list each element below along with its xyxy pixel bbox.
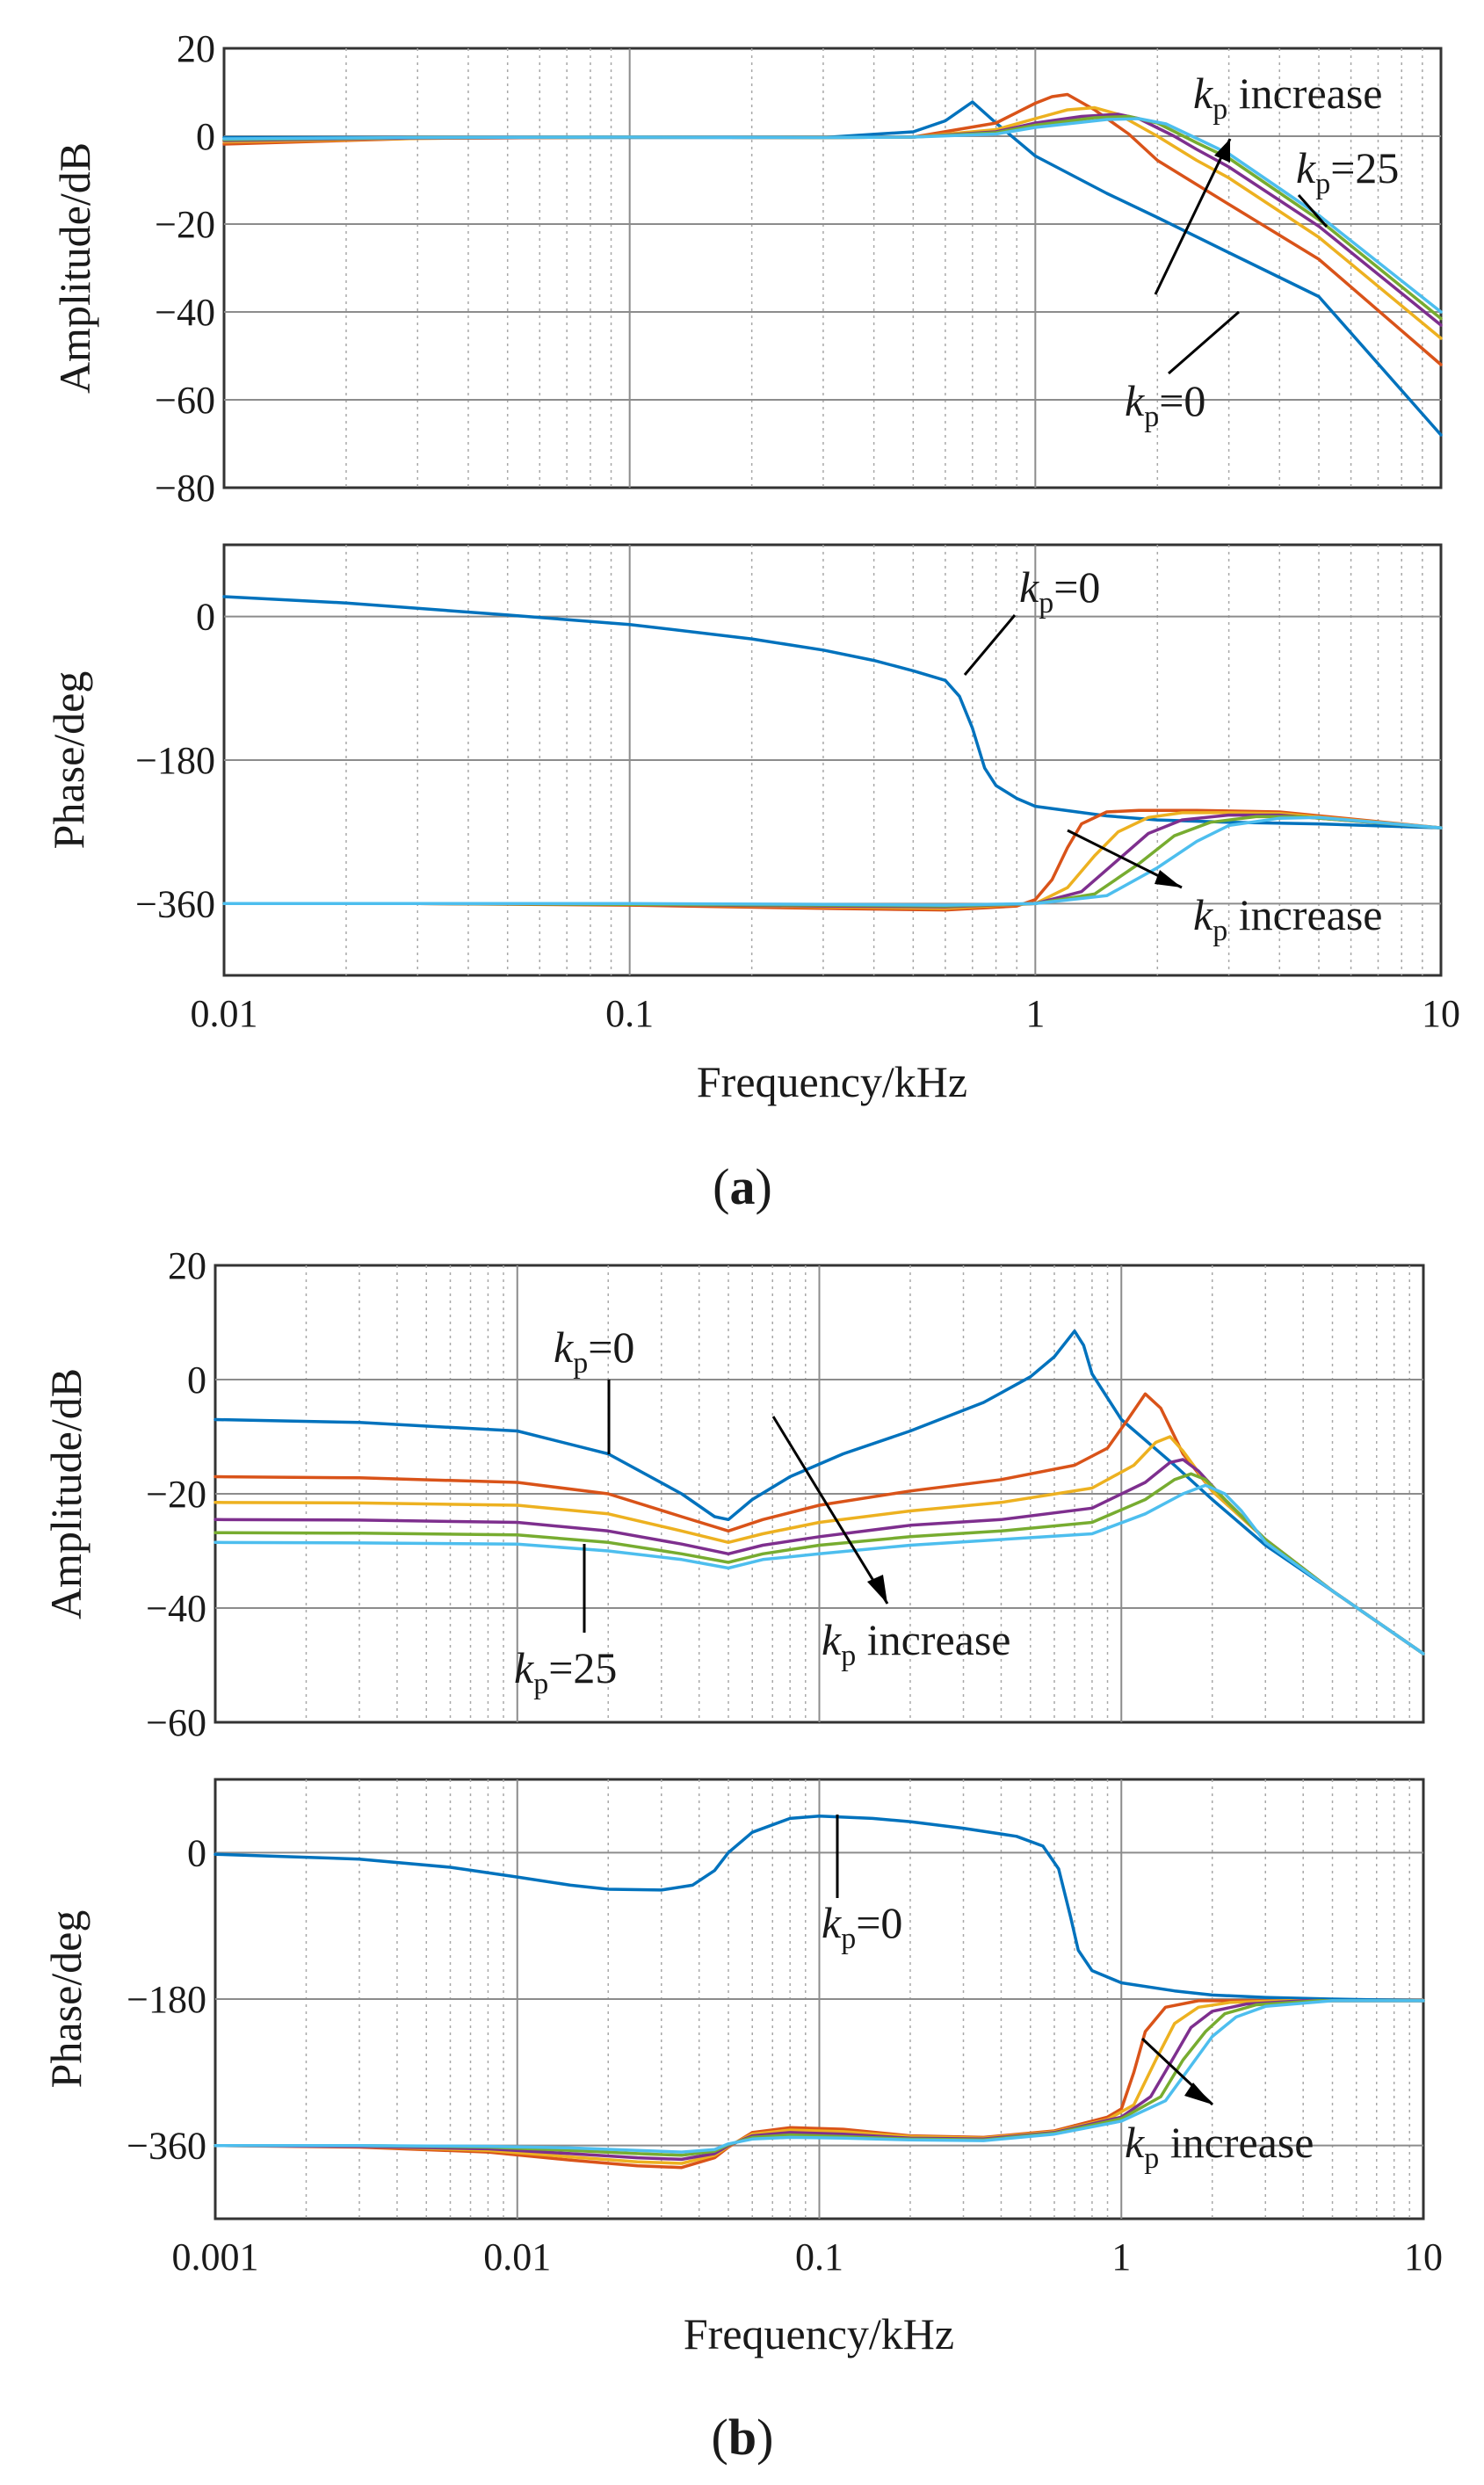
leader-line <box>1297 194 1328 228</box>
annotations-a-amp: kp increase kp=25 kp=0 <box>1125 69 1399 433</box>
leader-line <box>963 614 1017 676</box>
arrow-head <box>1184 2083 1213 2105</box>
caption-b: (b) <box>712 2409 774 2466</box>
series-line-kp-10 <box>214 1999 1425 2165</box>
x-tick-label: 1 <box>1025 992 1045 1035</box>
y-tick-label: −20 <box>155 203 215 246</box>
series-lines <box>214 1329 1425 1655</box>
series-line-kp-5 <box>214 1999 1425 2170</box>
panel-a-amplitude-plot: −80 −60 −40 −20 0 20 Amplitude/dB <box>50 27 1443 510</box>
y-axis-label: Phase/deg <box>44 671 93 850</box>
series-line-kp-25 <box>214 1999 1425 2154</box>
y-tick-label: −40 <box>146 1587 206 1630</box>
arrow-head <box>867 1575 887 1604</box>
panel-a-phase-plot: −360 −180 0 0.01 0.1 1 10 Phase/deg Frequency/… <box>44 543 1460 1106</box>
series-line-kp-20 <box>214 1472 1425 1655</box>
y-tick-label: −60 <box>146 1701 206 1744</box>
caption-a-letter: a <box>730 1158 756 1215</box>
y-tick-label: 20 <box>177 27 215 70</box>
annot-kp-0: kp=0 <box>1125 376 1205 433</box>
caption-a-close: ) <box>756 1158 772 1215</box>
y-tick-label: 0 <box>196 115 215 158</box>
grid <box>215 1779 1423 2219</box>
arrow-line <box>1154 138 1232 295</box>
y-tick-label: 0 <box>187 1358 206 1402</box>
annot-kp-increase: kp increase <box>1125 2118 1314 2175</box>
annot-kp-increase: kp increase <box>1193 69 1382 126</box>
series-lines <box>214 1814 1425 2170</box>
x-axis-label: Frequency/kHz <box>684 2309 954 2358</box>
annot-kp-increase: kp increase <box>822 1615 1010 1672</box>
series-lines <box>222 595 1443 912</box>
y-tick-label: −360 <box>127 2125 206 2168</box>
y-tick-label: 20 <box>168 1244 206 1287</box>
caption-b-letter: b <box>728 2409 756 2466</box>
y-axis-label: Amplitude/dB <box>50 142 99 394</box>
series-line-kp-10 <box>214 1435 1425 1655</box>
tick-labels: −360 −180 0 0.001 0.01 0.1 1 10 <box>127 1831 1443 2279</box>
y-axis-label: Amplitude/dB <box>41 1368 90 1619</box>
grid <box>215 1265 1423 1722</box>
arrow-line <box>771 1416 889 1605</box>
y-tick-label: −20 <box>146 1473 206 1516</box>
series-line-kp-25 <box>214 1483 1425 1655</box>
panel-b-phase-plot: −360 −180 0 0.001 0.01 0.1 1 10 Phase/deg Frequ… <box>41 1778 1443 2358</box>
plot-frame <box>222 47 1443 489</box>
y-tick-label: 0 <box>196 596 215 639</box>
series-line-kp-25 <box>222 815 1443 907</box>
y-tick-label: −80 <box>155 467 215 510</box>
series-line-kp-0 <box>214 1814 1425 2003</box>
annot-kp-25: kp=25 <box>514 1643 617 1700</box>
y-axis-label: Phase/deg <box>41 1910 90 2089</box>
y-tick-label: −40 <box>155 291 215 334</box>
x-tick-label: 0.1 <box>795 2235 843 2279</box>
caption-a: (a) <box>713 1158 772 1215</box>
annotations-b-amp: kp=0 kp=25 kp increase <box>514 1322 1010 1700</box>
x-tick-label: 10 <box>1422 992 1460 1035</box>
y-tick-label: 0 <box>187 1831 206 1874</box>
annot-kp-0: kp=0 <box>1019 562 1100 619</box>
tick-labels: −360 −180 0 0.01 0.1 1 10 <box>135 596 1460 1035</box>
annot-kp-0: kp=0 <box>822 1898 902 1955</box>
annot-kp-increase: kp increase <box>1193 890 1382 947</box>
grid <box>224 48 1441 488</box>
y-tick-label: −180 <box>127 1978 206 2021</box>
series-line-kp-15 <box>214 1999 1425 2162</box>
y-tick-label: −360 <box>135 882 215 925</box>
y-tick-label: −180 <box>135 739 215 782</box>
arrow-head <box>1214 139 1230 163</box>
panel-b-amplitude-plot: −60 −40 −20 0 20 Amplitude/dB <box>41 1244 1425 1744</box>
caption-b-open: ( <box>712 2409 728 2466</box>
annotations-a-phase: kp=0 kp increase <box>963 562 1382 947</box>
x-axis-label: Frequency/kHz <box>697 1057 967 1106</box>
arrow-head <box>1155 870 1182 888</box>
x-tick-label: 0.1 <box>605 992 654 1035</box>
x-tick-label: 0.01 <box>191 992 258 1035</box>
x-tick-label: 10 <box>1404 2235 1443 2279</box>
annot-kp-0: kp=0 <box>554 1322 634 1380</box>
tick-labels: −80 −60 −40 −20 0 20 <box>155 27 215 510</box>
caption-a-open: ( <box>713 1158 729 1215</box>
series-line-kp-0 <box>222 595 1443 830</box>
caption-b-close: ) <box>756 2409 773 2466</box>
annotations-b-phase: kp=0 kp increase <box>822 1815 1314 2175</box>
x-tick-label: 1 <box>1111 2235 1131 2279</box>
leader-line <box>1168 310 1240 375</box>
tick-labels: −60 −40 −20 0 20 <box>146 1244 206 1744</box>
y-tick-label: −60 <box>155 379 215 422</box>
x-tick-label: 0.01 <box>483 2235 551 2279</box>
x-tick-label: 0.001 <box>172 2235 259 2279</box>
annot-kp-25: kp=25 <box>1296 143 1399 200</box>
